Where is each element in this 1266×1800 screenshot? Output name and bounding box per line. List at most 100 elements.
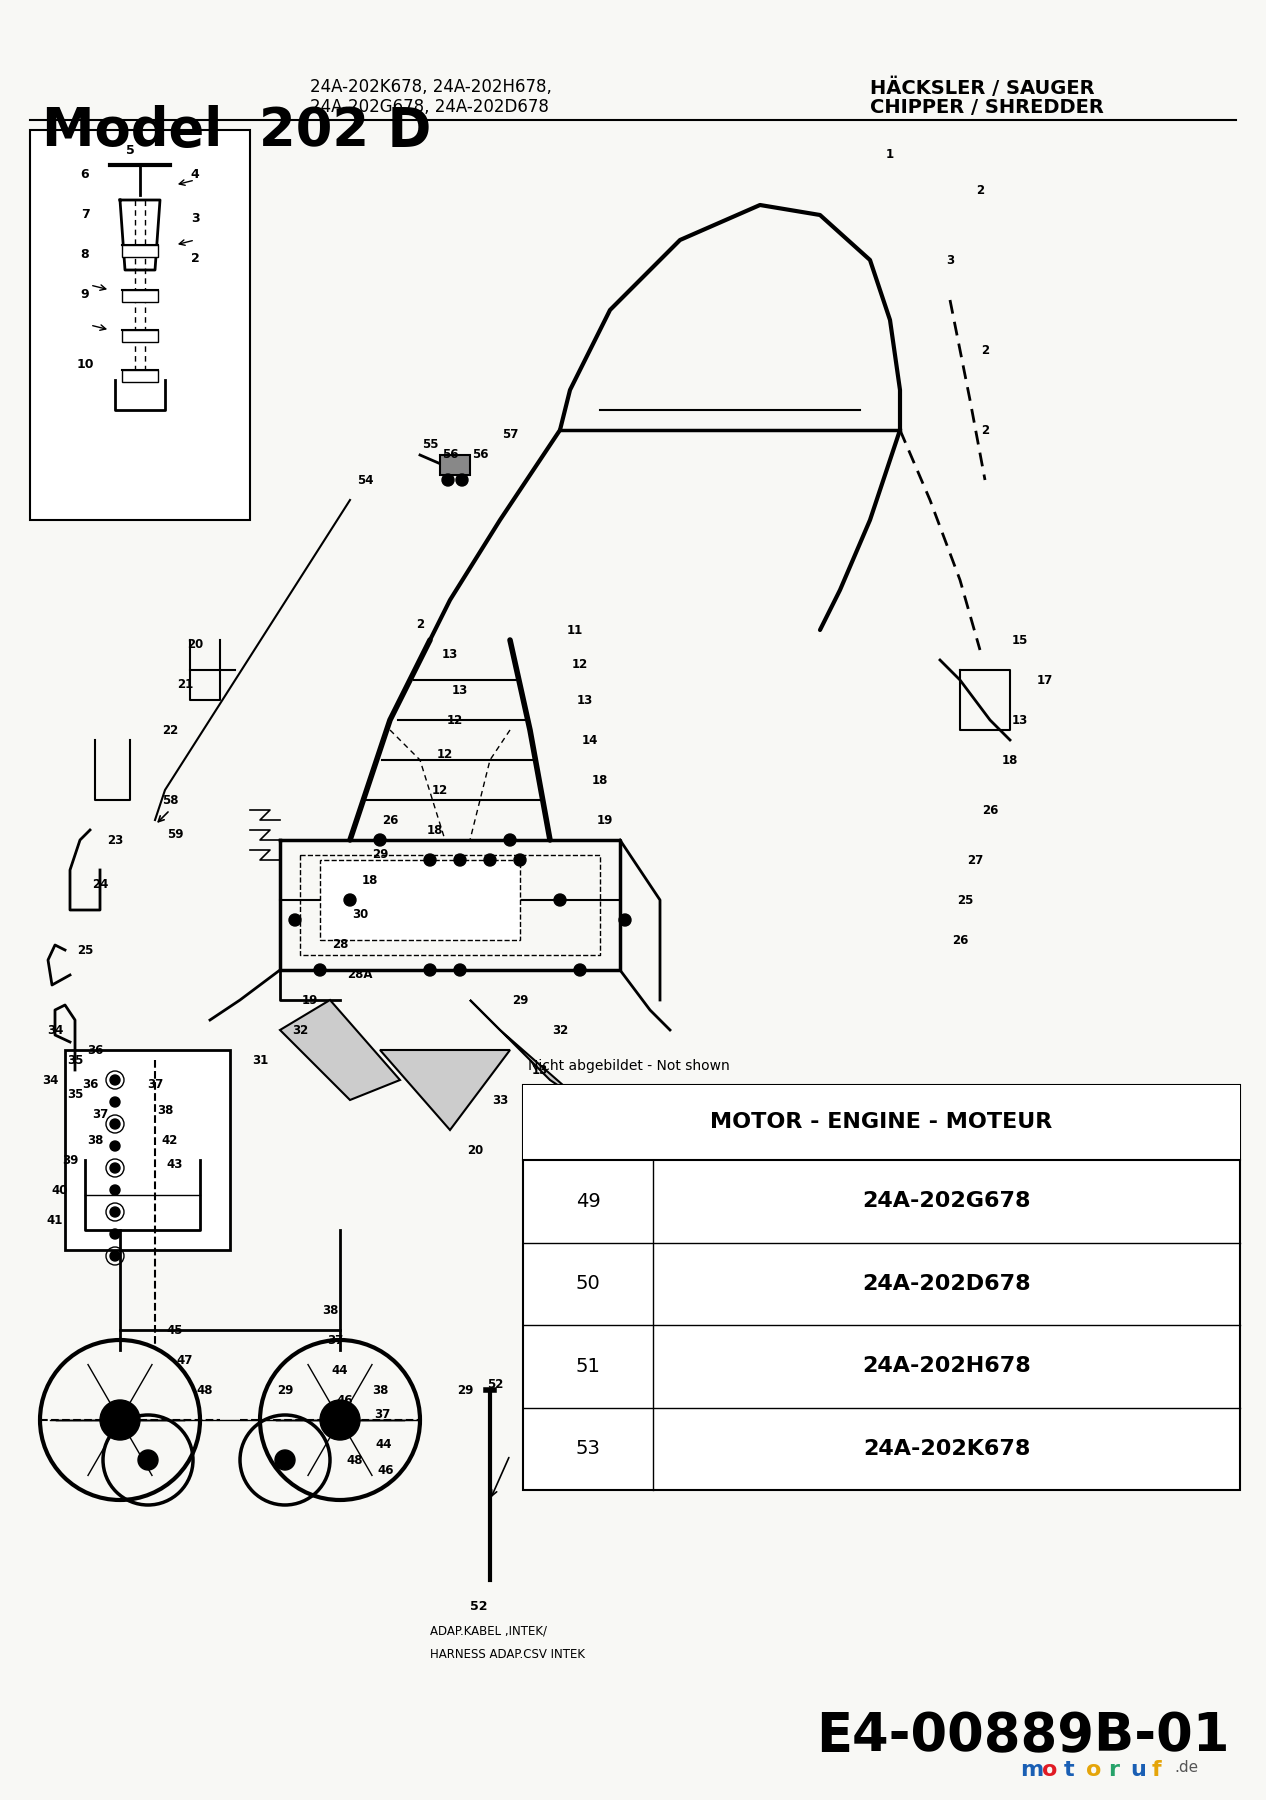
Text: 21: 21: [177, 679, 194, 691]
Text: 18: 18: [591, 774, 608, 787]
Bar: [30, 130, 249, 520]
Circle shape: [110, 1075, 120, 1085]
Text: 54: 54: [357, 473, 373, 486]
Text: 51: 51: [576, 1357, 600, 1375]
Text: 35: 35: [67, 1089, 84, 1102]
Text: 42: 42: [162, 1134, 179, 1147]
Text: 56: 56: [472, 448, 489, 461]
Circle shape: [110, 1120, 120, 1129]
Text: 41: 41: [47, 1213, 63, 1226]
Text: .de: .de: [1174, 1760, 1198, 1775]
Bar: [441, 455, 470, 475]
Text: 33: 33: [492, 1093, 508, 1107]
Text: 2: 2: [981, 423, 989, 437]
Text: 48: 48: [196, 1384, 213, 1397]
Text: ADAP.KABEL ,INTEK/: ADAP.KABEL ,INTEK/: [430, 1625, 547, 1638]
Text: o: o: [1042, 1760, 1057, 1780]
Text: 22: 22: [162, 724, 179, 736]
Circle shape: [314, 965, 327, 976]
Circle shape: [442, 473, 454, 486]
Text: 52: 52: [487, 1379, 503, 1391]
Text: 55: 55: [422, 439, 438, 452]
Text: 18: 18: [362, 873, 379, 887]
Bar: [523, 1085, 1239, 1490]
Text: 1: 1: [886, 149, 894, 162]
Text: 18: 18: [427, 824, 443, 837]
Text: 56: 56: [442, 448, 458, 461]
Text: 46: 46: [337, 1393, 353, 1406]
Text: u: u: [1131, 1760, 1146, 1780]
Text: 13: 13: [1012, 713, 1028, 727]
Text: 4: 4: [191, 169, 199, 182]
Text: 43: 43: [167, 1159, 184, 1172]
Text: 38: 38: [157, 1103, 173, 1116]
Text: 2: 2: [976, 184, 984, 196]
Text: HARNESS ADAP.CSV INTEK: HARNESS ADAP.CSV INTEK: [430, 1649, 585, 1661]
Circle shape: [454, 965, 466, 976]
Text: 37: 37: [327, 1334, 343, 1346]
Text: 29: 29: [511, 994, 528, 1006]
Text: MOTOR - ENGINE - MOTEUR: MOTOR - ENGINE - MOTEUR: [710, 1112, 1052, 1132]
Text: 24A-202K678: 24A-202K678: [863, 1438, 1031, 1458]
Text: 35: 35: [67, 1053, 84, 1066]
Text: 49: 49: [576, 1192, 600, 1211]
Text: 5: 5: [125, 144, 134, 157]
Text: 24A-202K678, 24A-202H678,: 24A-202K678, 24A-202H678,: [310, 77, 552, 95]
Circle shape: [344, 895, 356, 905]
Circle shape: [100, 1400, 141, 1440]
Text: 2: 2: [981, 344, 989, 356]
Text: 32: 32: [292, 1024, 308, 1037]
Circle shape: [110, 1184, 120, 1195]
Text: 23: 23: [106, 833, 123, 846]
Text: 18: 18: [1001, 754, 1018, 767]
Text: 20: 20: [467, 1143, 484, 1157]
Text: m: m: [1020, 1760, 1043, 1780]
Circle shape: [275, 1451, 295, 1471]
Text: 13: 13: [442, 648, 458, 662]
Text: 52: 52: [470, 1600, 487, 1613]
Circle shape: [110, 1229, 120, 1238]
Text: 32: 32: [552, 1024, 568, 1037]
Text: 12: 12: [447, 713, 463, 727]
Text: 27: 27: [967, 853, 984, 866]
Circle shape: [456, 473, 468, 486]
Circle shape: [289, 914, 301, 925]
Text: 13: 13: [577, 693, 594, 706]
Text: 37: 37: [373, 1408, 390, 1422]
Text: 12: 12: [437, 749, 453, 761]
Circle shape: [110, 1163, 120, 1174]
Circle shape: [454, 853, 466, 866]
Text: 26: 26: [952, 934, 968, 947]
Text: Nicht abgebildet - Not shown: Nicht abgebildet - Not shown: [528, 1058, 729, 1073]
Circle shape: [110, 1096, 120, 1107]
Text: 8: 8: [81, 248, 90, 261]
Text: 40: 40: [52, 1184, 68, 1197]
Text: 44: 44: [376, 1438, 392, 1451]
Text: o: o: [1086, 1760, 1101, 1780]
Text: 39: 39: [62, 1154, 78, 1166]
Text: 34: 34: [47, 1024, 63, 1037]
Bar: [122, 329, 158, 342]
Text: 45: 45: [167, 1323, 184, 1336]
Bar: [122, 245, 158, 257]
Text: 47: 47: [177, 1354, 194, 1366]
Text: HÄCKSLER / SAUGER: HÄCKSLER / SAUGER: [870, 77, 1095, 99]
Circle shape: [573, 965, 586, 976]
Text: 29: 29: [277, 1384, 294, 1397]
Text: 28A: 28A: [347, 968, 372, 981]
Text: 46: 46: [377, 1463, 394, 1476]
Polygon shape: [280, 1001, 400, 1100]
Text: 9: 9: [81, 288, 90, 301]
Text: 58: 58: [162, 794, 179, 806]
Text: 2: 2: [417, 619, 424, 632]
Text: 7: 7: [81, 209, 90, 221]
Text: 24A-202D678: 24A-202D678: [862, 1274, 1031, 1294]
Circle shape: [555, 895, 566, 905]
Text: 10: 10: [76, 358, 94, 371]
Bar: [65, 1049, 230, 1249]
Text: 12: 12: [572, 659, 589, 671]
Text: 36: 36: [87, 1044, 104, 1057]
Text: 26: 26: [382, 814, 399, 826]
Text: 37: 37: [147, 1078, 163, 1091]
Text: 19: 19: [596, 814, 613, 826]
